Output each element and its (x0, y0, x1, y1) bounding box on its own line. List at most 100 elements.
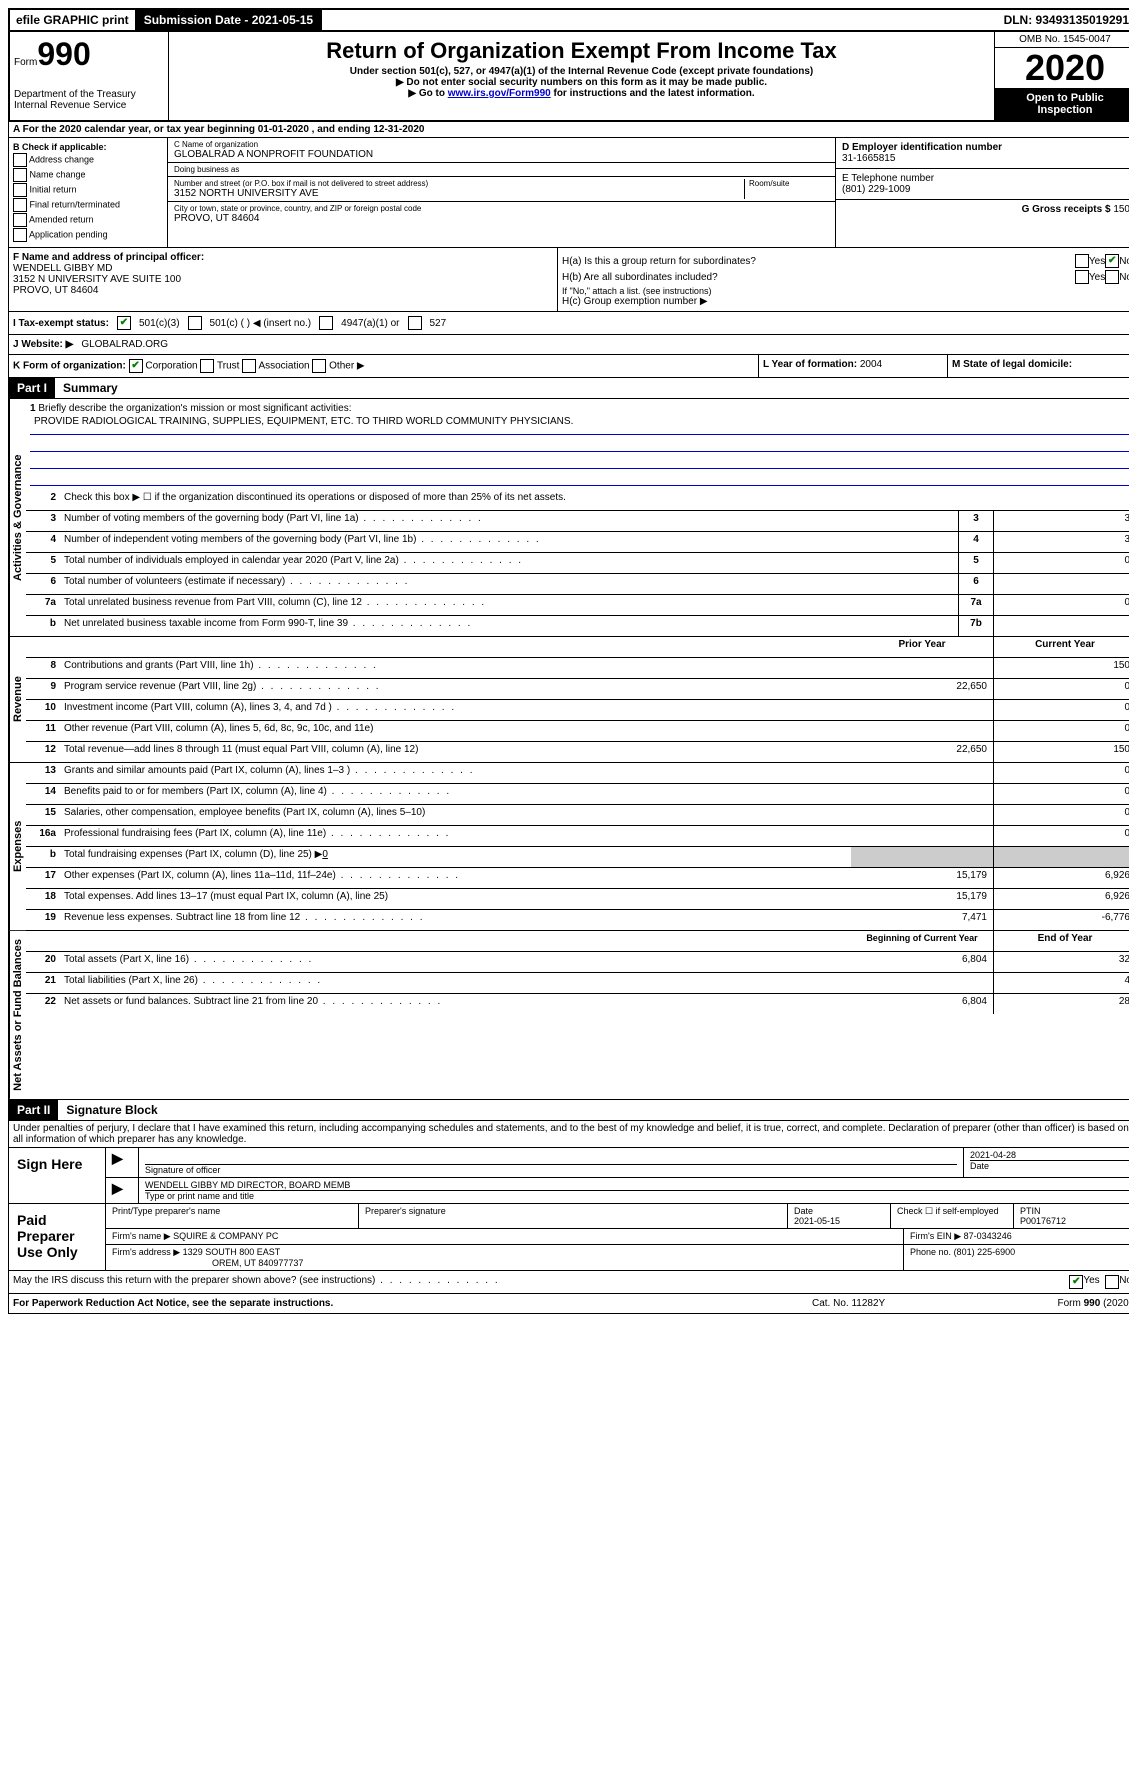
l18-prior: 15,179 (851, 889, 994, 909)
netassets-section: Net Assets or Fund Balances Beginning of… (8, 931, 1129, 1100)
cb-527[interactable] (408, 316, 422, 330)
cb-assoc[interactable] (242, 359, 256, 373)
discuss-yes[interactable] (1069, 1275, 1083, 1289)
l3-desc: Number of voting members of the governin… (60, 511, 958, 531)
box-h: H(a) Is this a group return for subordin… (558, 248, 1129, 311)
prep-date-label: Date (794, 1206, 884, 1216)
tax-status-label: I Tax-exempt status: (13, 318, 109, 329)
form-number: 990 (37, 36, 90, 72)
firm-ein-label: Firm's EIN ▶ (910, 1231, 961, 1241)
l22-desc: Net assets or fund balances. Subtract li… (60, 994, 851, 1014)
arrow-icon: ▶ (112, 1150, 123, 1166)
ha-no[interactable] (1105, 254, 1119, 268)
fh-row: F Name and address of principal officer:… (8, 248, 1129, 312)
l11-desc: Other revenue (Part VIII, column (A), li… (60, 721, 851, 741)
prep-date: 2021-05-15 (794, 1216, 884, 1226)
dln: DLN: 93493135019291 (998, 10, 1129, 30)
netassets-label: Net Assets or Fund Balances (9, 931, 26, 1099)
l9-desc: Program service revenue (Part VIII, line… (60, 679, 851, 699)
l20-prior: 6,804 (851, 952, 994, 972)
discuss-row: May the IRS discuss this return with the… (8, 1271, 1129, 1294)
l21-desc: Total liabilities (Part X, line 26) (60, 973, 851, 993)
cb-other[interactable] (312, 359, 326, 373)
room-label: Room/suite (749, 179, 829, 188)
form-id-block: Form990 Department of the Treasury Inter… (10, 32, 169, 120)
hb-no[interactable] (1105, 270, 1119, 284)
cb-trust[interactable] (200, 359, 214, 373)
expenses-label: Expenses (9, 763, 26, 930)
l10-desc: Investment income (Part VIII, column (A)… (60, 700, 851, 720)
efile-graphic[interactable]: efile GRAPHIC print (10, 10, 136, 30)
prep-sig-label: Preparer's signature (365, 1206, 781, 1216)
cb-corp[interactable] (129, 359, 143, 373)
cb-501c[interactable] (188, 316, 202, 330)
irs-link[interactable]: www.irs.gov/Form990 (448, 88, 551, 99)
officer-addr1: 3152 N UNIVERSITY AVE SUITE 100 (13, 274, 181, 285)
paid-preparer-label: Paid Preparer Use Only (9, 1204, 106, 1270)
part2-header: Part II Signature Block (8, 1100, 1129, 1121)
governance-section: Activities & Governance 1 Briefly descri… (8, 399, 1129, 637)
governance-label: Activities & Governance (9, 399, 26, 636)
box-m: M State of legal domicile: (948, 355, 1129, 377)
discuss-no[interactable] (1105, 1275, 1119, 1289)
l12-desc: Total revenue—add lines 8 through 11 (mu… (60, 742, 851, 762)
footer-row: For Paperwork Reduction Act Notice, see … (8, 1294, 1129, 1314)
cb-initial-return[interactable]: Initial return (13, 183, 163, 197)
officer-label: F Name and address of principal officer: (13, 252, 204, 263)
sig-officer-label: Signature of officer (145, 1165, 957, 1175)
form-subtitle-1: Under section 501(c), 527, or 4947(a)(1)… (173, 66, 990, 77)
cb-4947[interactable] (319, 316, 333, 330)
cb-final-return[interactable]: Final return/terminated (13, 198, 163, 212)
revenue-section: Revenue Prior YearCurrent Year 8Contribu… (8, 637, 1129, 763)
self-employed-check[interactable]: Check ☐ if self-employed (891, 1204, 1014, 1228)
cb-amended[interactable]: Amended return (13, 213, 163, 227)
perjury-statement: Under penalties of perjury, I declare th… (8, 1121, 1129, 1148)
part1-badge: Part I (9, 378, 55, 398)
l10-current: 0 (994, 700, 1129, 720)
hb-note: If "No," attach a list. (see instruction… (562, 286, 1129, 296)
footer-mid: Cat. No. 11282Y (812, 1298, 992, 1309)
form-title: Return of Organization Exempt From Incom… (173, 38, 990, 64)
hb-yes[interactable] (1075, 270, 1089, 284)
cb-address-change[interactable]: Address change (13, 153, 163, 167)
firm-addr1: 1329 SOUTH 800 EAST (183, 1247, 281, 1257)
l6-val (994, 574, 1129, 594)
l15-desc: Salaries, other compensation, employee b… (60, 805, 851, 825)
revenue-label: Revenue (9, 637, 26, 762)
l4-val: 3 (994, 532, 1129, 552)
firm-name-label: Firm's name ▶ (112, 1231, 171, 1241)
officer-name: WENDELL GIBBY MD (13, 263, 112, 274)
officer-addr2: PROVO, UT 84604 (13, 285, 98, 296)
end-year-hdr: End of Year (994, 931, 1129, 951)
l7b-val (994, 616, 1129, 636)
cb-application-pending[interactable]: Application pending (13, 228, 163, 242)
firm-addr2: OREM, UT 840977737 (112, 1258, 303, 1268)
firm-ein: 87-0343246 (964, 1231, 1012, 1241)
l4-desc: Number of independent voting members of … (60, 532, 958, 552)
addr-value: 3152 NORTH UNIVERSITY AVE (174, 188, 744, 199)
l18-desc: Total expenses. Add lines 13–17 (must eq… (60, 889, 851, 909)
officer-print-label: Type or print name and title (145, 1191, 1129, 1201)
hc-label: H(c) Group exemption number ▶ (562, 296, 1129, 307)
org-name: GLOBALRAD A NONPROFIT FOUNDATION (174, 149, 829, 160)
discuss-text: May the IRS discuss this return with the… (13, 1275, 1069, 1289)
cb-name-change[interactable]: Name change (13, 168, 163, 182)
klm-row: K Form of organization: Corporation Trus… (8, 355, 1129, 378)
l2-desc: Check this box ▶ ☐ if the organization d… (60, 490, 1129, 510)
ptin-value: P00176712 (1020, 1216, 1129, 1226)
mission-blank-1 (30, 435, 1129, 452)
l-label: L Year of formation: (763, 359, 857, 370)
ha-yes[interactable] (1075, 254, 1089, 268)
l8-current: 150 (994, 658, 1129, 678)
m-label: M State of legal domicile: (952, 359, 1072, 370)
mission-text: PROVIDE RADIOLOGICAL TRAINING, SUPPLIES,… (30, 414, 1129, 435)
form-subtitle-2: ▶ Do not enter social security numbers o… (173, 77, 990, 88)
mission-blank-3 (30, 469, 1129, 486)
box-l: L Year of formation: 2004 (759, 355, 948, 377)
l8-desc: Contributions and grants (Part VIII, lin… (60, 658, 851, 678)
cb-501c3[interactable] (117, 316, 131, 330)
tax-year: 2020 (995, 48, 1129, 88)
firm-phone: (801) 225-6900 (954, 1247, 1016, 1257)
addr-label: Number and street (or P.O. box if mail i… (174, 179, 744, 188)
ein-value: 31-1665815 (842, 153, 895, 164)
